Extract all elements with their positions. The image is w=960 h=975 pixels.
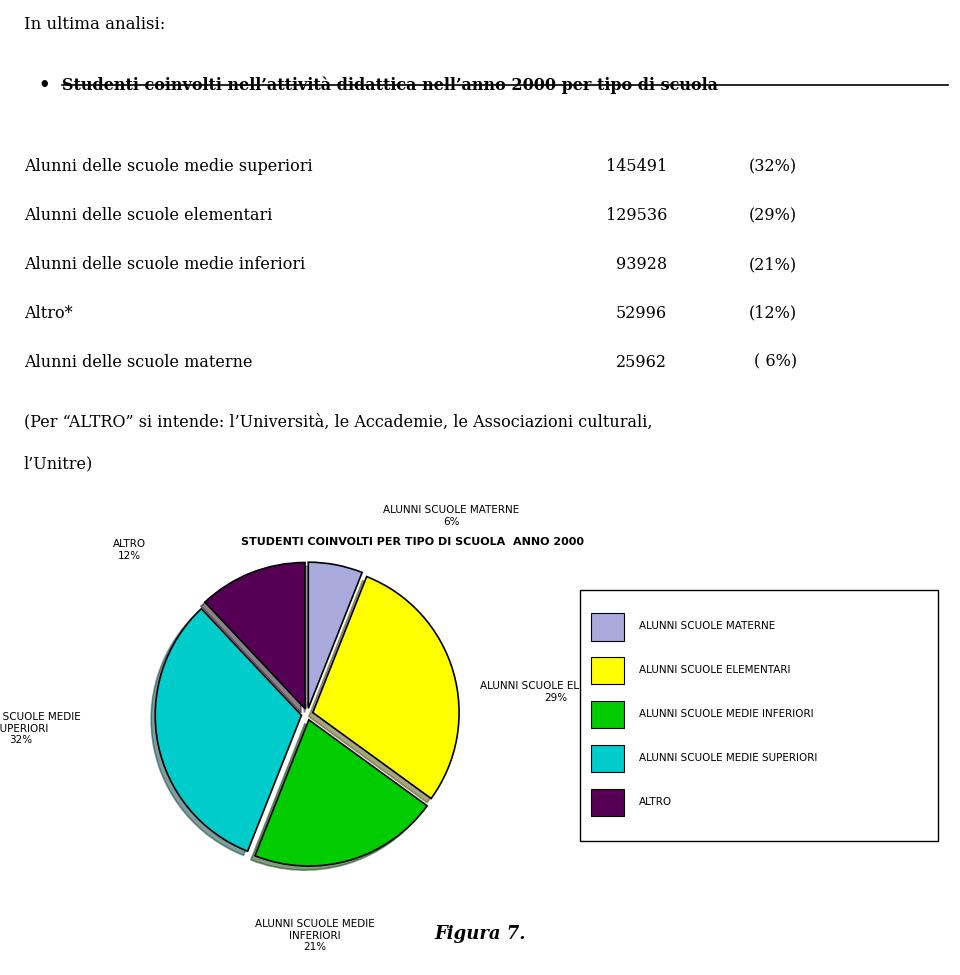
Text: ALUNNI SCUOLE MATERNE
6%: ALUNNI SCUOLE MATERNE 6%	[383, 505, 519, 526]
Text: Alunni delle scuole elementari: Alunni delle scuole elementari	[24, 207, 273, 224]
Text: In ultima analisi:: In ultima analisi:	[24, 16, 165, 33]
Text: ALUNNI SCUOLE MATERNE: ALUNNI SCUOLE MATERNE	[638, 621, 775, 632]
Text: Studenti coinvolti nell’attività didattica nell’anno 2000 per tipo di scuola: Studenti coinvolti nell’attività didatti…	[62, 76, 718, 94]
Text: ALTRO
12%: ALTRO 12%	[113, 539, 146, 561]
Text: Alunni delle scuole medie superiori: Alunni delle scuole medie superiori	[24, 158, 313, 175]
FancyBboxPatch shape	[590, 701, 624, 728]
Text: ( 6%): ( 6%)	[754, 354, 797, 370]
Wedge shape	[204, 563, 305, 709]
FancyBboxPatch shape	[590, 745, 624, 772]
Text: (32%): (32%)	[749, 158, 797, 175]
Text: 93928: 93928	[616, 255, 667, 273]
Text: ALUNNI SCUOLE MEDIE SUPERIORI: ALUNNI SCUOLE MEDIE SUPERIORI	[638, 753, 817, 763]
Text: (Per “ALTRO” si intende: l’Università, le Accademie, le Associazioni culturali,: (Per “ALTRO” si intende: l’Università, l…	[24, 413, 653, 430]
Wedge shape	[156, 608, 301, 851]
Text: ALTRO: ALTRO	[638, 797, 672, 807]
Text: 25962: 25962	[616, 354, 667, 370]
Text: (29%): (29%)	[749, 207, 797, 224]
Text: Alunni delle scuole medie inferiori: Alunni delle scuole medie inferiori	[24, 255, 305, 273]
Text: Altro*: Altro*	[24, 305, 73, 322]
Text: ALUNNI SCUOLE MEDIE
SUPERIORI
32%: ALUNNI SCUOLE MEDIE SUPERIORI 32%	[0, 712, 81, 746]
Text: ALUNNI SCUOLE MEDIE
INFERIORI
21%: ALUNNI SCUOLE MEDIE INFERIORI 21%	[254, 918, 374, 953]
Text: 129536: 129536	[606, 207, 667, 224]
Text: STUDENTI COINVOLTI PER TIPO DI SCUOLA  ANNO 2000: STUDENTI COINVOLTI PER TIPO DI SCUOLA AN…	[241, 537, 585, 547]
Text: ALUNNI SCUOLE MEDIE INFERIORI: ALUNNI SCUOLE MEDIE INFERIORI	[638, 709, 813, 720]
FancyBboxPatch shape	[580, 590, 938, 840]
Wedge shape	[255, 720, 427, 866]
FancyBboxPatch shape	[590, 613, 624, 641]
Text: l’Unitre): l’Unitre)	[24, 455, 93, 473]
Text: 145491: 145491	[606, 158, 667, 175]
Text: Figura 7.: Figura 7.	[434, 924, 526, 943]
Text: (12%): (12%)	[749, 305, 797, 322]
Text: Alunni delle scuole materne: Alunni delle scuole materne	[24, 354, 252, 370]
Text: ALUNNI SCUOLE ELEMENTARI: ALUNNI SCUOLE ELEMENTARI	[638, 665, 790, 676]
FancyBboxPatch shape	[590, 657, 624, 684]
Wedge shape	[308, 563, 362, 709]
Text: •: •	[38, 76, 50, 95]
Text: (21%): (21%)	[749, 255, 797, 273]
FancyBboxPatch shape	[590, 789, 624, 816]
Wedge shape	[313, 576, 459, 799]
Text: ALUNNI SCUOLE ELEMENTARI
29%: ALUNNI SCUOLE ELEMENTARI 29%	[480, 682, 632, 703]
Text: 52996: 52996	[616, 305, 667, 322]
